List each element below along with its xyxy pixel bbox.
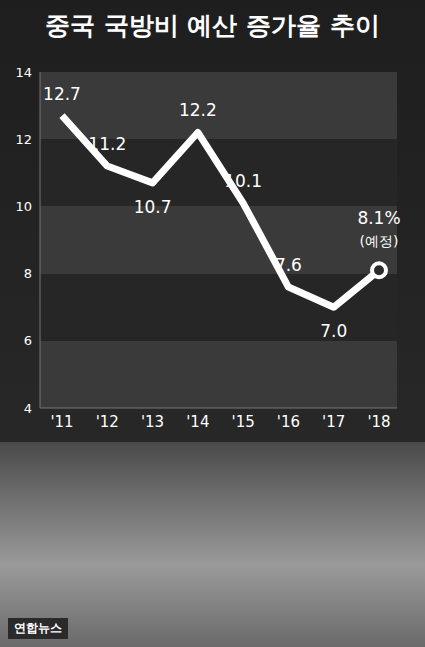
svg-text:14: 14	[15, 65, 32, 80]
svg-text:7.6: 7.6	[275, 255, 302, 275]
svg-text:'17: '17	[322, 413, 345, 431]
svg-text:8: 8	[24, 266, 32, 281]
svg-text:4: 4	[24, 401, 32, 416]
svg-text:'12: '12	[96, 413, 119, 431]
html-text:중국 국방비 예산 증가율 추이: 중국 국방비 예산 증가율 추이	[45, 11, 380, 40]
svg-text:10: 10	[15, 199, 32, 214]
svg-text:'13: '13	[141, 413, 164, 431]
svg-text:8.1%: 8.1%	[357, 208, 400, 228]
svg-text:12.2: 12.2	[179, 100, 217, 120]
svg-text:10.7: 10.7	[134, 197, 172, 217]
svg-text:(예정): (예정)	[360, 233, 399, 249]
svg-text:'18: '18	[367, 413, 390, 431]
svg-text:12: 12	[15, 132, 32, 147]
svg-text:6: 6	[24, 333, 32, 348]
svg-text:10.1: 10.1	[224, 171, 262, 191]
svg-text:'15: '15	[232, 413, 255, 431]
svg-text:11.2: 11.2	[88, 134, 126, 154]
svg-text:'14: '14	[186, 413, 209, 431]
svg-text:'16: '16	[277, 413, 300, 431]
svg-text:'11: '11	[50, 413, 73, 431]
svg-text:7.0: 7.0	[320, 321, 347, 341]
html-text:연합뉴스: 연합뉴스	[14, 621, 62, 635]
svg-text:12.7: 12.7	[43, 84, 81, 104]
